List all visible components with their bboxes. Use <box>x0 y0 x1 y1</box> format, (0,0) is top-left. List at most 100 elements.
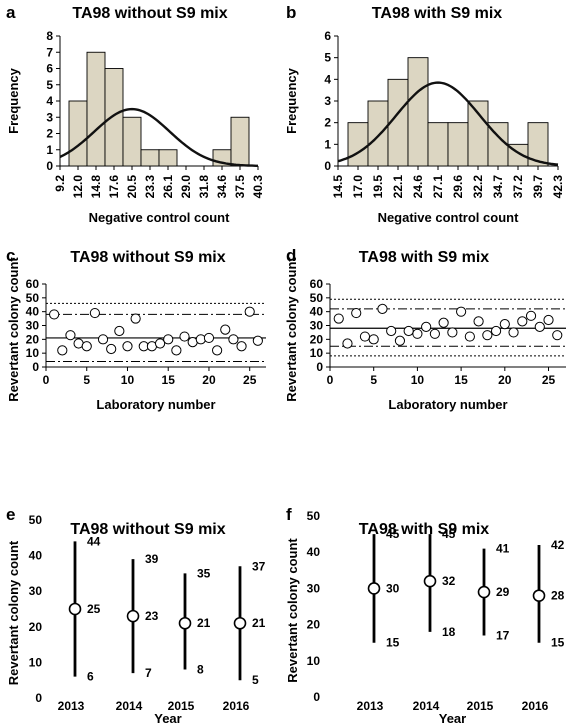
mean-marker <box>126 609 140 623</box>
x-tick-label: 14.5 <box>331 175 345 199</box>
y-tick-label: 50 <box>26 291 40 305</box>
x-tick-label: 0 <box>327 373 334 387</box>
x-tick-label: 34.6 <box>215 175 229 199</box>
x-tick-label: 17.6 <box>107 175 121 199</box>
y-tick-label: 0 <box>313 690 320 704</box>
data-point <box>482 330 493 341</box>
data-point <box>473 316 484 327</box>
mean-marker <box>423 574 437 588</box>
data-point <box>552 330 563 341</box>
y-tick-label: 20 <box>307 618 321 632</box>
x-tick-label: 9.2 <box>53 175 67 192</box>
y-tick-label: 30 <box>307 581 321 595</box>
upper-value-label: 41 <box>496 542 510 556</box>
data-point <box>220 324 231 335</box>
y-tick-label: 1 <box>46 143 53 157</box>
data-point <box>464 331 475 342</box>
panel-label: d <box>286 246 296 265</box>
y-axis-label: Revertant colony count <box>285 538 300 683</box>
y-tick-label: 40 <box>29 549 43 563</box>
data-point <box>57 345 68 356</box>
mean-marker <box>233 616 247 630</box>
mean-value-label: 21 <box>252 616 266 630</box>
x-axis-label: Year <box>154 711 181 726</box>
data-point <box>543 314 554 326</box>
y-tick-label: 8 <box>46 29 53 43</box>
data-point <box>163 334 174 345</box>
data-point <box>525 310 537 321</box>
lower-value-label: 15 <box>386 636 400 650</box>
range-panel-e: e TA98 without S9 mix 0 10 20 30 40 50 44 25 6 2013… <box>6 505 266 726</box>
x-tick-label: 39.7 <box>531 175 545 199</box>
panel-title: TA98 without S9 mix <box>72 5 227 22</box>
y-tick-label: 0 <box>316 360 323 374</box>
data-point <box>447 327 458 338</box>
y-tick-label: 2 <box>46 127 53 141</box>
x-tick-label: 20 <box>498 373 512 387</box>
x-tick-label: 20.5 <box>125 175 139 199</box>
y-axis-label: Frequency <box>6 67 21 134</box>
data-point <box>97 334 109 345</box>
lower-value-label: 17 <box>496 628 510 642</box>
x-tick-label: 2013 <box>357 699 384 713</box>
x-tick-label: 37.2 <box>511 175 525 199</box>
x-tick-label: 2014 <box>413 699 440 713</box>
histogram-bar <box>104 68 124 167</box>
x-tick-label: 10 <box>121 373 135 387</box>
upper-value-label: 44 <box>87 534 101 548</box>
x-tick-label: 29.0 <box>179 175 193 199</box>
x-tick-label: 20 <box>202 373 216 387</box>
histogram-bar <box>347 122 369 167</box>
data-point <box>368 334 379 345</box>
data-point <box>386 325 397 337</box>
panel-title: TA98 with S9 mix <box>372 5 503 22</box>
data-point <box>114 325 125 337</box>
data-point <box>403 325 414 337</box>
y-tick-label: 0 <box>324 159 331 173</box>
y-axis-label: Revertant colony count <box>284 257 299 402</box>
x-tick-label: 15 <box>454 373 468 387</box>
data-point <box>508 327 519 338</box>
data-point <box>203 332 215 344</box>
x-tick-label: 14.8 <box>89 175 103 199</box>
y-tick-label: 4 <box>324 72 331 86</box>
histogram-bar <box>122 116 142 167</box>
data-point <box>421 321 432 332</box>
histogram-bar <box>367 100 389 167</box>
y-tick-label: 50 <box>310 291 324 305</box>
data-point <box>81 341 92 352</box>
mean-value-label: 28 <box>551 589 565 603</box>
y-tick-label: 3 <box>46 110 53 124</box>
mean-value-label: 25 <box>87 602 101 616</box>
data-point <box>534 321 545 332</box>
lower-value-label: 15 <box>551 636 565 650</box>
x-tick-label: 24.6 <box>411 175 425 199</box>
mean-marker <box>477 585 491 599</box>
upper-value-label: 37 <box>252 559 266 573</box>
x-tick-label: 22.1 <box>391 175 405 199</box>
x-tick-label: 42.3 <box>551 175 565 199</box>
x-tick-label: 2016 <box>223 699 250 713</box>
mean-marker <box>367 582 381 595</box>
histogram-bar <box>140 149 160 167</box>
y-tick-label: 20 <box>26 332 40 346</box>
data-point <box>65 330 76 341</box>
lower-value-label: 18 <box>442 625 456 639</box>
data-point <box>171 345 182 356</box>
panel-label: f <box>286 505 292 524</box>
mean-marker <box>178 616 192 630</box>
data-point <box>412 328 423 339</box>
x-tick-label: 5 <box>370 373 377 387</box>
panel-label: b <box>286 3 296 22</box>
histogram-bar <box>230 116 250 167</box>
upper-value-label: 35 <box>197 566 211 580</box>
data-point <box>106 343 117 355</box>
histogram-panel-a: a TA98 without S9 mix 0 1 2 3 4 5 6 7 8 9.2 12.0 14.8… <box>6 3 265 225</box>
x-tick-label: 40.3 <box>251 175 265 199</box>
lower-value-label: 5 <box>252 673 259 687</box>
y-tick-label: 10 <box>26 346 40 360</box>
x-tick-label: 25 <box>243 373 257 387</box>
normal-fit-curve <box>59 107 258 167</box>
